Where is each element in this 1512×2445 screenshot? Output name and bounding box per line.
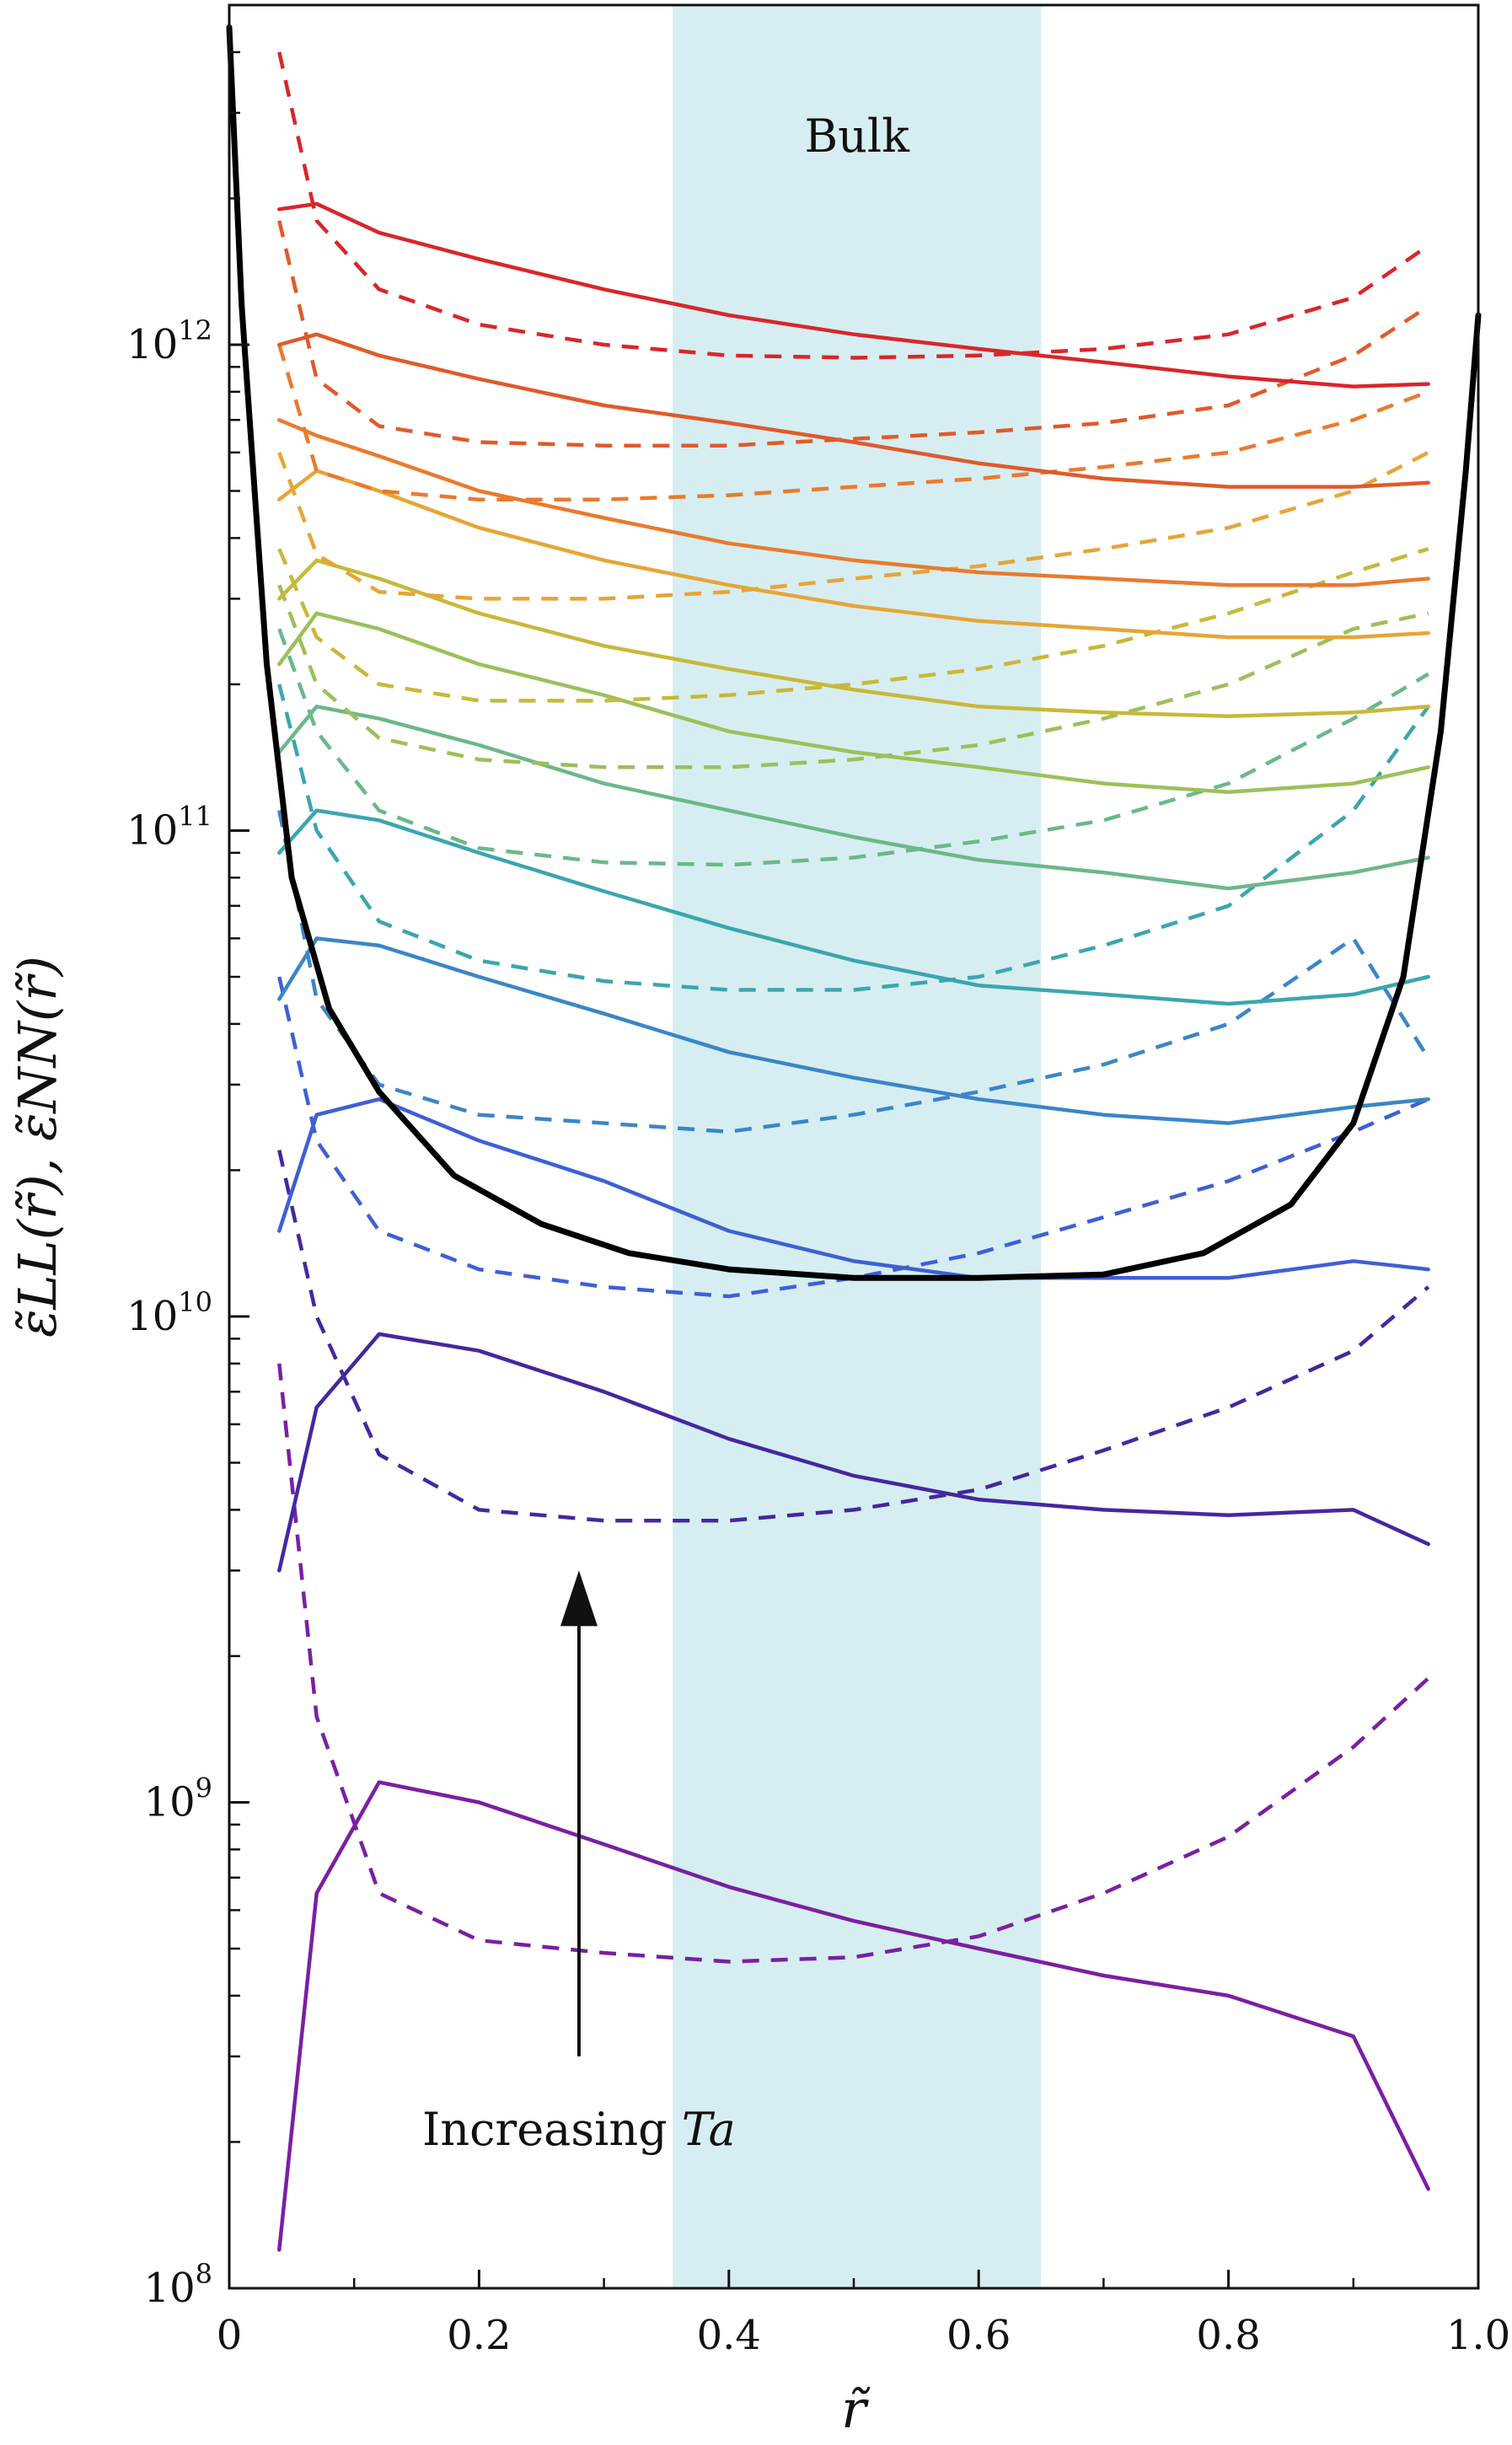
series-line-14 xyxy=(277,558,1430,718)
series-layer xyxy=(226,24,1482,2252)
x-tick-label: 0.4 xyxy=(697,2312,761,2359)
series-line-3 xyxy=(277,1150,1430,1523)
series-line-22 xyxy=(277,201,1430,389)
x-tick-label: 0 xyxy=(217,2312,243,2359)
series-line-10 xyxy=(277,705,1430,891)
y-tick-label: 1012 xyxy=(126,314,212,368)
series-line-2 xyxy=(277,1332,1430,1573)
series-line-13 xyxy=(277,584,1429,769)
series-line-0 xyxy=(277,1780,1430,2252)
increasing-ta-label: Increasing Ta xyxy=(422,2103,736,2156)
y-tick-label: 109 xyxy=(144,1772,212,1826)
y-tick-label: 1010 xyxy=(126,1286,212,1340)
series-line-12 xyxy=(277,611,1430,795)
bulk-label: Bulk xyxy=(804,110,910,163)
annotation-arrow-head xyxy=(560,1570,598,1627)
series-line-15 xyxy=(277,547,1429,703)
series-line-11 xyxy=(277,628,1429,867)
series-line-18 xyxy=(277,418,1430,587)
series-line-4 xyxy=(277,1096,1430,1280)
y-axis-title: ε̃LL(r̃), ε̃NN(r̃) xyxy=(7,956,68,1338)
x-tick-label: 0.8 xyxy=(1196,2312,1260,2359)
x-tick-label: 0.2 xyxy=(447,2312,511,2359)
x-tick-label: 0.6 xyxy=(946,2312,1011,2359)
series-line-6 xyxy=(277,936,1430,1125)
y-tick-label: 1011 xyxy=(126,800,212,854)
series-line-7 xyxy=(277,810,1430,1134)
y-tick-label: 108 xyxy=(144,2258,212,2312)
bulk-band xyxy=(673,5,1042,2288)
tick-layer: 0 0.2 0.4 0.6 0.8 1.0 108 109 1010 1011 1012 xyxy=(126,3,1510,2359)
increasing-ta-symbol: Ta xyxy=(682,2103,736,2156)
bulk-band-layer xyxy=(673,5,1042,2288)
increasing-ta-prefix: Increasing xyxy=(422,2103,682,2156)
x-tick-label: 1.0 xyxy=(1446,2312,1510,2359)
x-axis-title: r̃ xyxy=(841,2378,871,2440)
series-line-9 xyxy=(277,684,1430,992)
series-line-20 xyxy=(277,332,1430,489)
series-line-24 xyxy=(226,24,1482,1281)
series-line-19 xyxy=(277,344,1429,501)
series-line-8 xyxy=(277,808,1430,1006)
series-line-5 xyxy=(277,976,1429,1299)
annotation-arrow-layer xyxy=(560,1570,598,2056)
